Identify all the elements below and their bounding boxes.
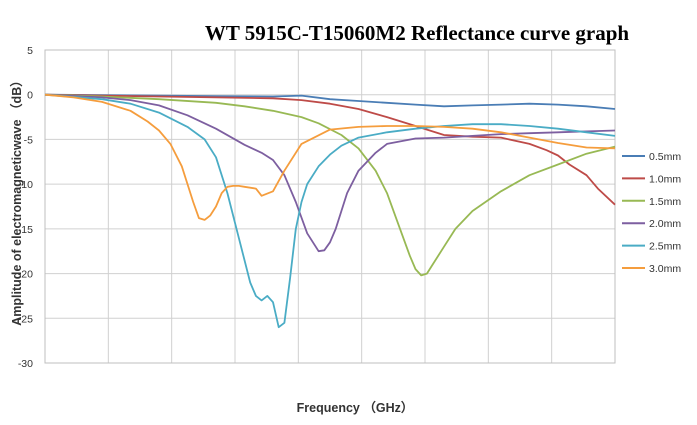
y-tick-label: -30: [18, 358, 33, 370]
series-line-1.0mm: [44, 93, 616, 206]
legend-label: 2.5mm: [649, 241, 681, 253]
series-line-1.5mm: [44, 93, 616, 277]
y-tick-label: -15: [18, 224, 33, 236]
y-axis-ticks: 5 0 -5 -10 -15 -20 -25 -30: [18, 45, 33, 370]
y-tick-label: 5: [27, 45, 33, 57]
x-axis-label: Frequency （GHz）: [297, 400, 414, 415]
legend: 0.5mm 1.0mm 1.5mm 2.0mm 2.5mm 3.0mm: [622, 151, 681, 275]
legend-label: 1.5mm: [649, 196, 681, 208]
y-axis-label: Amplitude of electromagneticwave （dB）: [9, 74, 24, 325]
y-tick-label: -25: [18, 313, 33, 325]
series-lines: [44, 93, 616, 329]
y-tick-label: -10: [18, 179, 33, 191]
series-line-3.0mm: [44, 93, 616, 221]
y-tick-label: -5: [24, 134, 33, 146]
grid: [45, 49, 615, 364]
y-tick-label: 0: [27, 90, 33, 102]
y-tick-label: -20: [18, 269, 33, 281]
series-line-2.0mm: [44, 93, 616, 253]
plot-area: [44, 49, 616, 364]
legend-label: 3.0mm: [649, 263, 681, 275]
legend-label: 0.5mm: [649, 151, 681, 163]
legend-label: 2.0mm: [649, 218, 681, 230]
series-line-2.5mm: [44, 93, 616, 329]
legend-label: 1.0mm: [649, 173, 681, 185]
series-line-0.5mm: [44, 93, 616, 110]
chart-title: WT 5915C-T15060M2 Reflectance curve grap…: [205, 21, 630, 45]
